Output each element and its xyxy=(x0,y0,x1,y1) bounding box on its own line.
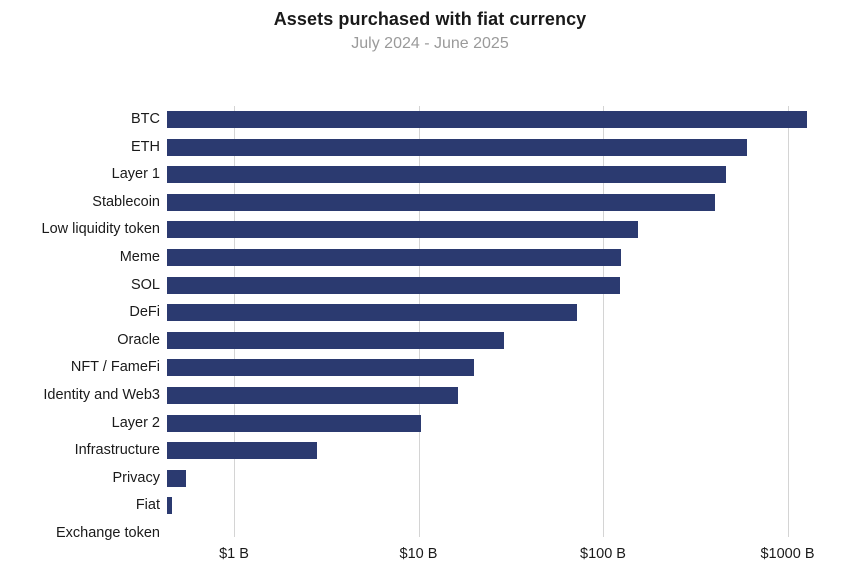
bar-eth[interactable] xyxy=(167,138,747,156)
x-axis-tick-labels: $1 B $10 B $100 B $1000 B xyxy=(0,546,860,570)
y-axis-label: Infrastructure xyxy=(74,442,160,459)
y-axis-label: ETH xyxy=(131,138,160,155)
y-axis-label: Privacy xyxy=(112,469,160,486)
bar-low-liquidity-token[interactable] xyxy=(167,221,639,239)
y-axis-label: Identity and Web3 xyxy=(43,387,160,403)
x-tick-label: $10 B xyxy=(399,546,438,562)
bar-stablecoin[interactable] xyxy=(167,193,716,211)
y-axis-label: BTC xyxy=(131,111,160,127)
bar-row[interactable] xyxy=(167,216,860,244)
y-axis-label: Layer 1 xyxy=(111,166,160,183)
page-title: Assets purchased with fiat currency xyxy=(273,9,587,29)
bar-row[interactable] xyxy=(167,106,860,134)
bar-row[interactable] xyxy=(167,244,860,272)
bar-row[interactable] xyxy=(167,492,860,520)
y-axis-label: Stablecoin xyxy=(92,193,160,210)
bar-btc[interactable] xyxy=(167,111,808,128)
bar-row[interactable] xyxy=(167,465,860,493)
y-axis-label: Oracle xyxy=(117,331,160,348)
y-axis-label: Layer 2 xyxy=(111,414,160,431)
bar-layer-1[interactable] xyxy=(167,166,727,184)
bar-nft-famefi[interactable] xyxy=(167,359,475,377)
chart-subtitle: July 2024 - June 2025 xyxy=(351,35,509,52)
bar-row[interactable] xyxy=(167,189,860,217)
x-tick-label: $1000 B xyxy=(760,546,815,562)
bar-row[interactable] xyxy=(167,520,860,548)
y-axis-label: Meme xyxy=(119,249,160,265)
bar-oracle[interactable] xyxy=(167,331,504,349)
bar-row[interactable] xyxy=(167,299,860,327)
bar-row[interactable] xyxy=(167,437,860,465)
y-axis-label: DeFi xyxy=(129,304,160,321)
bar-row[interactable] xyxy=(167,134,860,162)
bar-row[interactable] xyxy=(167,272,860,300)
bar-fiat[interactable] xyxy=(167,497,172,515)
y-axis-label: SOL xyxy=(130,276,160,293)
chart-title-block: Assets purchased with fiat currency July… xyxy=(0,8,860,54)
bar-privacy[interactable] xyxy=(167,469,187,487)
x-tick-label: $1 B xyxy=(219,546,249,562)
bar-row[interactable] xyxy=(167,382,860,410)
bar-meme[interactable] xyxy=(167,249,621,266)
plot-area xyxy=(167,106,860,537)
bar-row[interactable] xyxy=(167,354,860,382)
bar-infrastructure[interactable] xyxy=(167,442,317,460)
y-axis-label: Fiat xyxy=(135,497,160,514)
bar-identity-and-web3[interactable] xyxy=(167,387,458,404)
bar-row[interactable] xyxy=(167,327,860,355)
y-axis-label: Exchange token xyxy=(56,525,160,541)
bar-layer-2[interactable] xyxy=(167,414,421,432)
bar-row[interactable] xyxy=(167,410,860,438)
bar-defi[interactable] xyxy=(167,304,577,322)
bar-row[interactable] xyxy=(167,161,860,189)
y-axis-label: Low liquidity token xyxy=(41,221,161,238)
y-axis-label: NFT / FameFi xyxy=(70,359,160,376)
y-axis-labels: BTC ETH Layer 1 Stablecoin Low liquidity tok… xyxy=(0,106,161,546)
bar-sol[interactable] xyxy=(167,276,621,294)
x-tick-label: $100 B xyxy=(580,546,626,562)
